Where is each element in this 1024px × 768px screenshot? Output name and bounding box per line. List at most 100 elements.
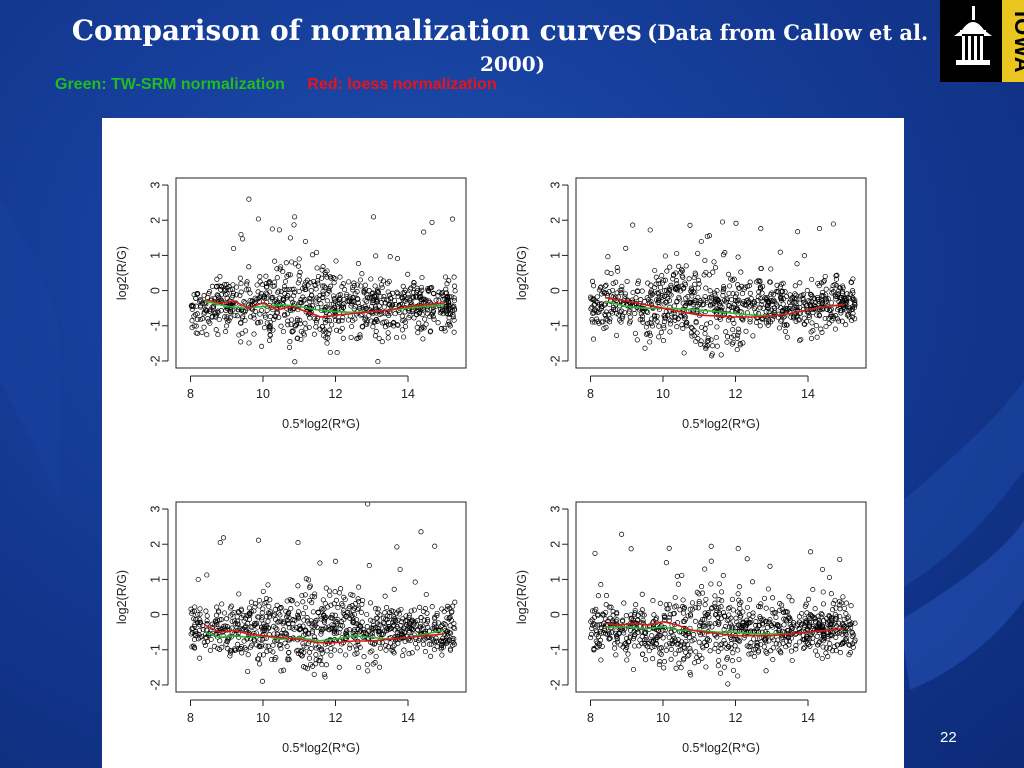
x-tick-label: 10 <box>256 387 270 401</box>
data-point <box>620 313 626 319</box>
data-point <box>635 289 641 295</box>
data-point <box>370 625 376 631</box>
data-point <box>653 281 659 287</box>
data-point <box>197 635 203 641</box>
data-point <box>203 634 209 640</box>
data-point <box>260 626 266 632</box>
data-point <box>689 287 695 293</box>
data-point <box>285 318 291 324</box>
data-point <box>294 336 300 342</box>
legend-caption: Green: TW-SRM normalization Red: loess n… <box>55 76 497 94</box>
data-point <box>686 276 692 282</box>
data-point <box>834 307 841 313</box>
data-point <box>720 252 726 258</box>
data-point <box>681 604 688 610</box>
data-point <box>384 297 390 303</box>
data-point <box>355 596 361 602</box>
data-point <box>355 605 361 611</box>
data-point <box>651 612 657 618</box>
data-point <box>442 328 448 334</box>
data-point <box>408 299 414 305</box>
data-point <box>816 313 822 319</box>
y-tick-label: 2 <box>148 541 162 548</box>
data-point <box>719 304 725 311</box>
data-point <box>340 281 346 287</box>
data-point <box>763 668 769 674</box>
data-point <box>715 648 721 654</box>
data-point <box>786 614 792 620</box>
data-point <box>221 610 228 616</box>
data-point <box>839 640 845 647</box>
data-point <box>282 640 288 646</box>
data-point <box>193 295 199 302</box>
data-point <box>284 311 290 317</box>
data-point <box>287 307 294 313</box>
data-point <box>373 653 379 660</box>
data-point <box>836 620 842 626</box>
data-point <box>428 653 434 659</box>
x-tick-label: 12 <box>729 711 743 725</box>
x-axis-title: 0.5*log2(R*G) <box>682 417 760 431</box>
data-point <box>278 646 284 652</box>
data-point <box>213 284 220 290</box>
data-point <box>850 288 856 294</box>
data-point <box>425 624 431 630</box>
data-point <box>650 656 656 662</box>
data-point <box>776 623 782 629</box>
data-point <box>384 628 390 634</box>
data-point <box>384 613 390 619</box>
data-point <box>757 284 763 290</box>
data-point <box>613 628 619 634</box>
data-point <box>639 640 645 646</box>
data-point <box>416 320 422 326</box>
data-point <box>267 332 273 338</box>
y-tick-label: -1 <box>548 320 562 331</box>
data-point <box>683 295 689 301</box>
data-point <box>695 285 701 291</box>
data-point <box>836 299 842 305</box>
data-point <box>828 591 834 597</box>
data-point <box>846 314 852 320</box>
data-point <box>375 359 381 365</box>
data-point <box>239 330 245 337</box>
data-point <box>689 290 695 296</box>
data-point <box>656 662 662 668</box>
data-point <box>272 607 278 613</box>
data-point <box>394 256 401 262</box>
data-point <box>736 285 742 291</box>
data-point <box>783 608 789 615</box>
data-point <box>287 272 293 278</box>
data-point <box>813 323 819 329</box>
data-point <box>726 624 732 630</box>
data-point <box>353 643 359 649</box>
data-point <box>230 293 236 299</box>
data-point <box>832 326 838 332</box>
data-point <box>324 340 330 346</box>
data-point <box>806 630 812 636</box>
data-point <box>655 291 661 297</box>
data-point <box>850 290 856 296</box>
data-point <box>675 315 681 322</box>
data-point <box>328 646 334 652</box>
data-point <box>771 305 778 311</box>
data-point <box>758 226 764 232</box>
data-point <box>679 273 685 279</box>
data-point <box>736 637 742 643</box>
data-point <box>658 329 664 335</box>
data-point <box>357 629 363 635</box>
data-point <box>223 329 229 335</box>
data-point <box>309 628 315 634</box>
data-point <box>229 611 235 617</box>
data-point <box>736 597 742 603</box>
data-point <box>827 622 834 628</box>
data-point <box>239 650 245 656</box>
data-point <box>440 308 446 314</box>
x-tick-label: 10 <box>656 711 670 725</box>
data-point <box>658 645 664 651</box>
data-point <box>276 643 283 649</box>
data-point <box>237 292 243 298</box>
data-point <box>373 296 379 302</box>
data-point <box>781 296 787 302</box>
data-point <box>751 654 757 660</box>
data-point <box>794 304 800 311</box>
